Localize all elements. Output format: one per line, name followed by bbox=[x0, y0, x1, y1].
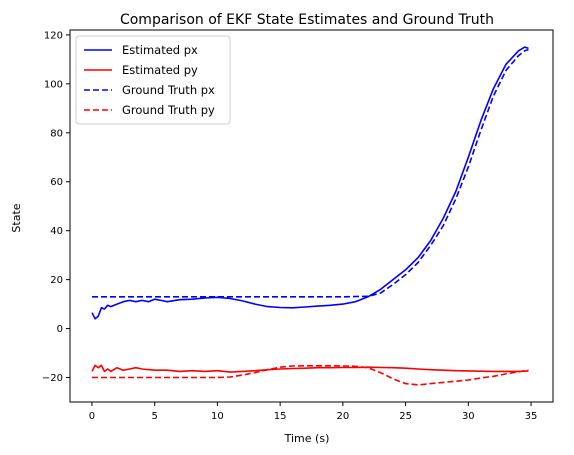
series-line-3 bbox=[92, 48, 529, 298]
x-tick-label: 5 bbox=[151, 411, 157, 422]
x-axis: 0 5 10 15 20 25 30 35 bbox=[89, 402, 538, 422]
y-tick-label: 20 bbox=[50, 275, 63, 286]
y-tick-label: 40 bbox=[50, 226, 63, 237]
legend-label: Estimated px bbox=[122, 43, 198, 57]
legend-label: Ground Truth py bbox=[122, 103, 215, 117]
series-line-4 bbox=[92, 365, 529, 386]
plot-area bbox=[69, 29, 554, 403]
y-tick-label: 60 bbox=[50, 177, 63, 188]
series-line-1 bbox=[91, 46, 529, 320]
y-tick-label: 80 bbox=[50, 128, 63, 139]
x-tick-label: 25 bbox=[399, 411, 412, 422]
legend: Estimated px Estimated py Ground Truth px G… bbox=[75, 35, 231, 125]
x-axis-label: Time (s) bbox=[284, 432, 330, 445]
y-axis-label: State bbox=[10, 203, 23, 232]
chart-title: Comparison of EKF State Estimates and Gr… bbox=[120, 12, 494, 28]
x-tick-label: 15 bbox=[274, 411, 287, 422]
y-tick-label: 100 bbox=[44, 79, 63, 90]
x-tick-label: 20 bbox=[336, 411, 349, 422]
legend-label: Ground Truth px bbox=[122, 83, 215, 97]
y-tick-label: −20 bbox=[42, 373, 63, 384]
y-axis: −20 0 20 40 60 80 100 120 bbox=[42, 30, 70, 384]
y-tick-label: 0 bbox=[57, 324, 63, 335]
x-tick-label: 0 bbox=[89, 411, 95, 422]
x-tick-label: 10 bbox=[211, 411, 224, 422]
x-tick-label: 35 bbox=[525, 411, 538, 422]
x-tick-label: 30 bbox=[462, 411, 475, 422]
plot-frame bbox=[69, 29, 554, 403]
legend-box bbox=[75, 35, 231, 125]
legend-label: Estimated py bbox=[122, 63, 198, 77]
y-tick-label: 120 bbox=[44, 30, 63, 41]
